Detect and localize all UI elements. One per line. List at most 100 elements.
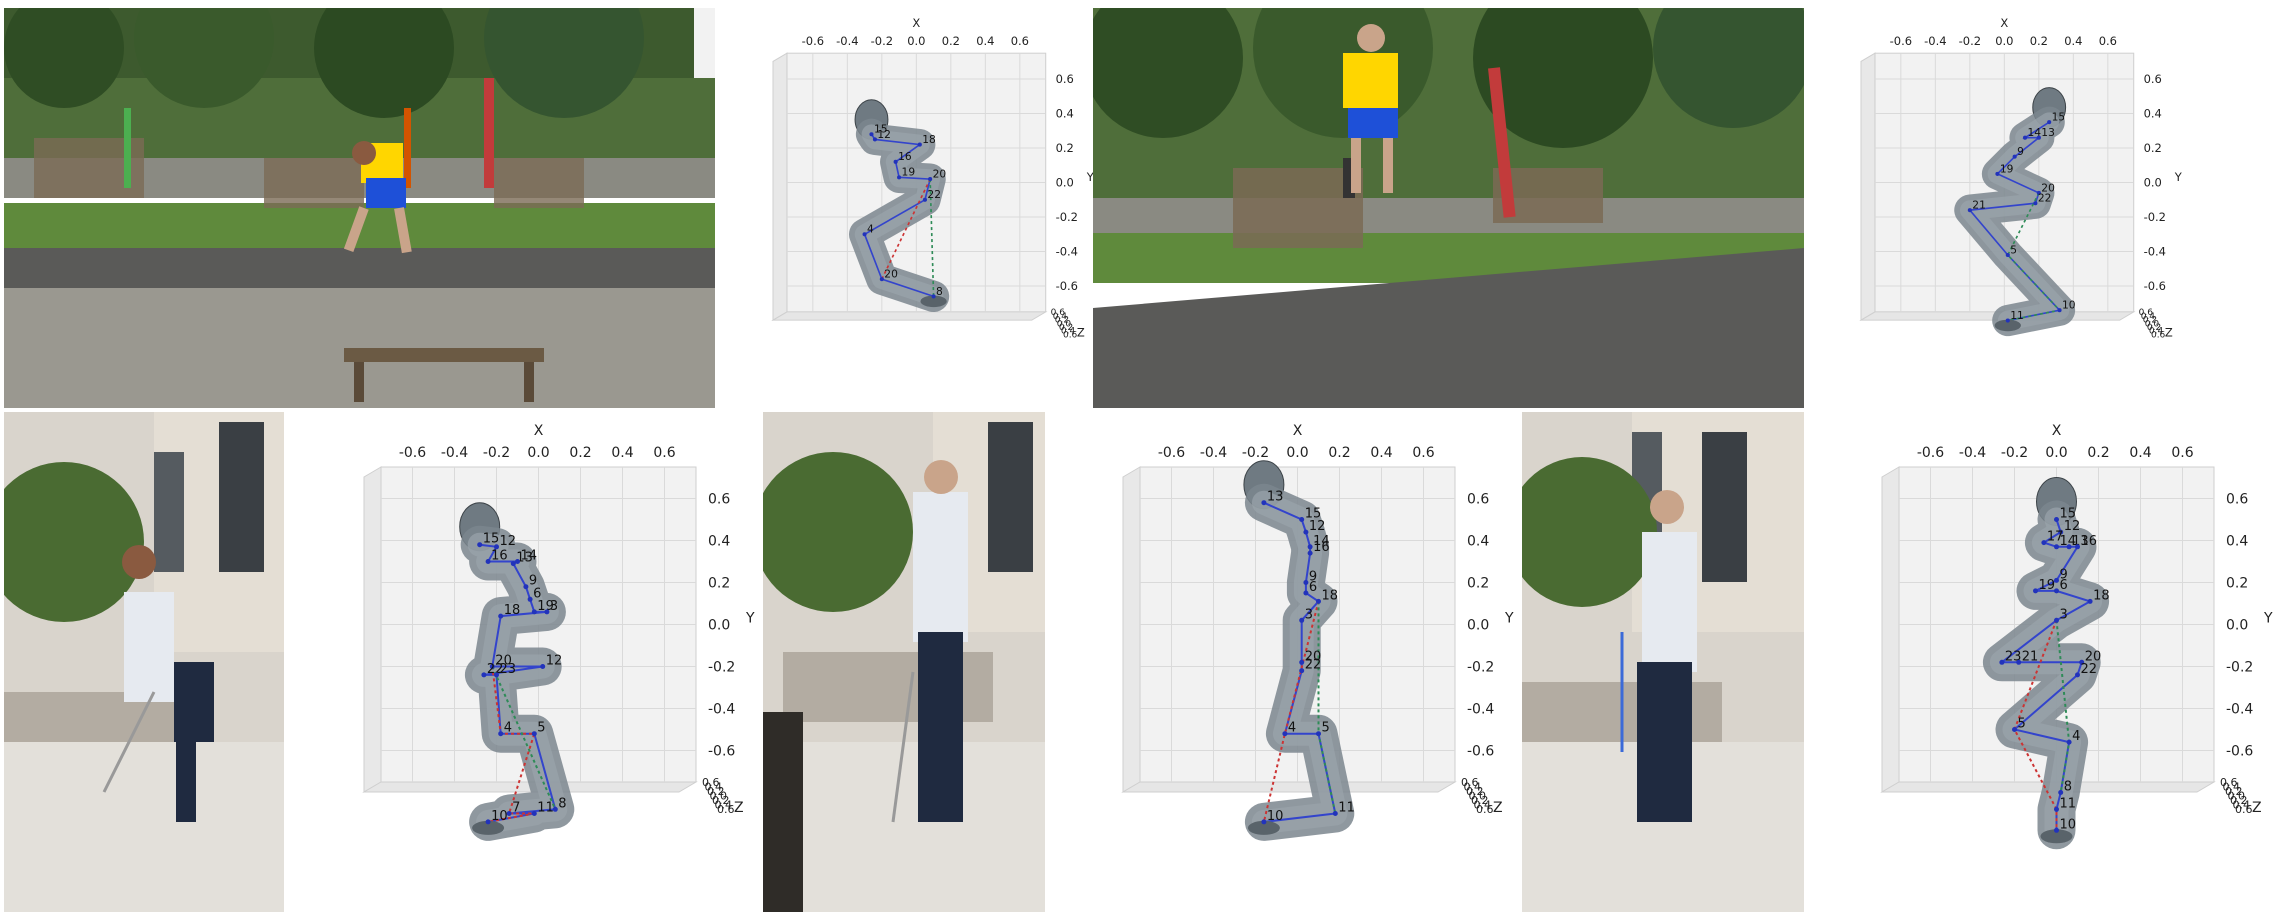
joint-point [2087,598,2093,604]
foot-mesh [1994,319,2021,332]
joint-point [544,609,550,615]
joint-point [862,232,867,237]
side-pane [1122,466,1141,793]
joint-label: 18 [922,133,936,146]
joint-point [1299,617,1305,623]
x-tick-label: 0.0 [2045,445,2067,461]
joint-label: 21 [1972,199,1986,212]
joint-point [531,811,537,816]
joint-label: 14 [2028,126,2042,139]
x-tick-label: -0.2 [871,34,893,48]
joint-label: 22 [2081,662,2098,677]
joint-label: 15 [1305,507,1322,522]
joint-label: 15 [483,532,500,547]
joint-point [2041,540,2047,546]
joint-point [485,819,491,825]
y-tick-label: -0.4 [2226,702,2253,718]
joint-label: 19 [2039,578,2056,593]
joint-label: 18 [504,603,521,618]
joint-label: 20 [1305,649,1322,664]
z-tick-label: 0.4 [2141,312,2156,322]
joint-point [869,132,874,137]
y-tick-label: 0.4 [1056,107,1074,121]
joint-point [2054,517,2059,522]
skeleton-leg [2013,619,2058,831]
z-axis-label: Z [734,800,744,816]
y-tick-label: -0.6 [708,744,735,760]
x-tick-label: 0.4 [2129,445,2151,461]
joint-point [498,613,504,619]
joint-point [2047,120,2052,125]
y-tick-label: -0.4 [708,702,735,718]
x-tick-label: 0.0 [1286,445,1308,461]
skeleton-spine [863,133,934,298]
z-tick-label: 0.2 [2143,316,2157,326]
joint-point [1282,731,1288,737]
z-tick-label: 0.6 [1461,776,1479,789]
joint-point [1332,811,1338,816]
joint-label: 12 [546,654,563,669]
joint-label: 13 [1267,490,1284,505]
joint-label: 22 [2038,192,2052,205]
z-tick-label: 0.6 [2235,803,2253,816]
joint-label: 9 [2017,145,2024,158]
y-tick-label: 0.6 [2144,72,2162,86]
joint-point [2033,201,2038,206]
joint-point [879,277,884,282]
x-tick-label: -0.6 [802,34,824,48]
y-tick-label: 0.2 [1056,141,1074,155]
x-tick-label: 0.0 [527,445,549,461]
joint-point [2016,659,2022,665]
joint-point [540,664,546,669]
z-tick-label: 0.4 [1474,799,1492,812]
joint-label: 9 [529,574,537,589]
x-tick-label: 0.4 [976,34,994,48]
x-tick-label: 0.2 [569,445,591,461]
y-tick-label: 0.2 [2226,576,2248,592]
z-tick-label: 0.4 [2233,799,2251,812]
skeleton-leg [491,666,557,810]
pose-plot-svg: X-0.6 -0.4 -0.2 0.0 0.2 0.4 0.60.60.40.20.0-0.… [1859,16,2183,340]
y-tick-label: 0.6 [1467,492,1489,508]
y-tick-label: 0.0 [708,618,730,634]
joint-label: 9 [1309,570,1317,585]
pose-plot-svg: X-0.6 -0.4 -0.2 0.0 0.2 0.4 0.60.60.40.20.0-0.… [771,16,1095,340]
x-tick-label: 0.4 [2064,34,2082,48]
outdoor-scene-illustration [4,8,715,408]
y-tick-label: 0.4 [1467,534,1489,550]
joint-point [494,544,499,550]
joint-label: 5 [2018,717,2026,732]
y-axis-label: Y [2174,170,2183,184]
x-tick-label: 0.2 [2030,34,2048,48]
joint-label: 9 [2060,567,2068,582]
joint-point [2066,544,2072,550]
joint-label: 5 [2010,243,2017,256]
skeleton-leg [929,179,935,297]
pose-plot-svg: X-0.6 -0.4 -0.2 0.0 0.2 0.4 0.60.60.40.20.0-0.… [1121,423,1514,841]
z-tick-label: 0.2 [1055,316,1069,326]
x-tick-label: -0.4 [1200,445,1227,461]
y-tick-label: 0.6 [708,492,730,508]
joint-label: 12 [2064,519,2081,534]
joint-point [1995,171,2000,176]
foot-mesh [2040,829,2073,844]
pose-3d-plot-5: X -0.6 -0.4 -0.2 0.0 0.2 0.4 0.6 0.6 0.4 0.2 0.0 -0.… [1854,412,2274,912]
x-tick-label: 0.0 [907,34,925,48]
joint-point [506,811,512,816]
z-tick-label: 0.4 [1464,781,1482,794]
z-tick-label: 0.2 [2225,785,2243,798]
z-tick-label: 0.2 [1466,785,1484,798]
joint-label: 14 [521,549,538,564]
joint-label: 4 [867,223,874,236]
y-tick-label: -0.4 [1056,245,1078,259]
joint-point [2054,577,2059,583]
x-tick-label: 0.2 [942,34,960,48]
joint-label: 20 [2041,181,2055,194]
y-axis-label: Y [745,611,755,627]
joint-point [2075,544,2080,550]
joint-label: 15 [2052,111,2066,124]
x-tick-label: -0.6 [1917,445,1944,461]
x-tick-label: 0.6 [2099,34,2117,48]
joint-label: 5 [1322,721,1330,736]
joint-point [527,596,533,602]
